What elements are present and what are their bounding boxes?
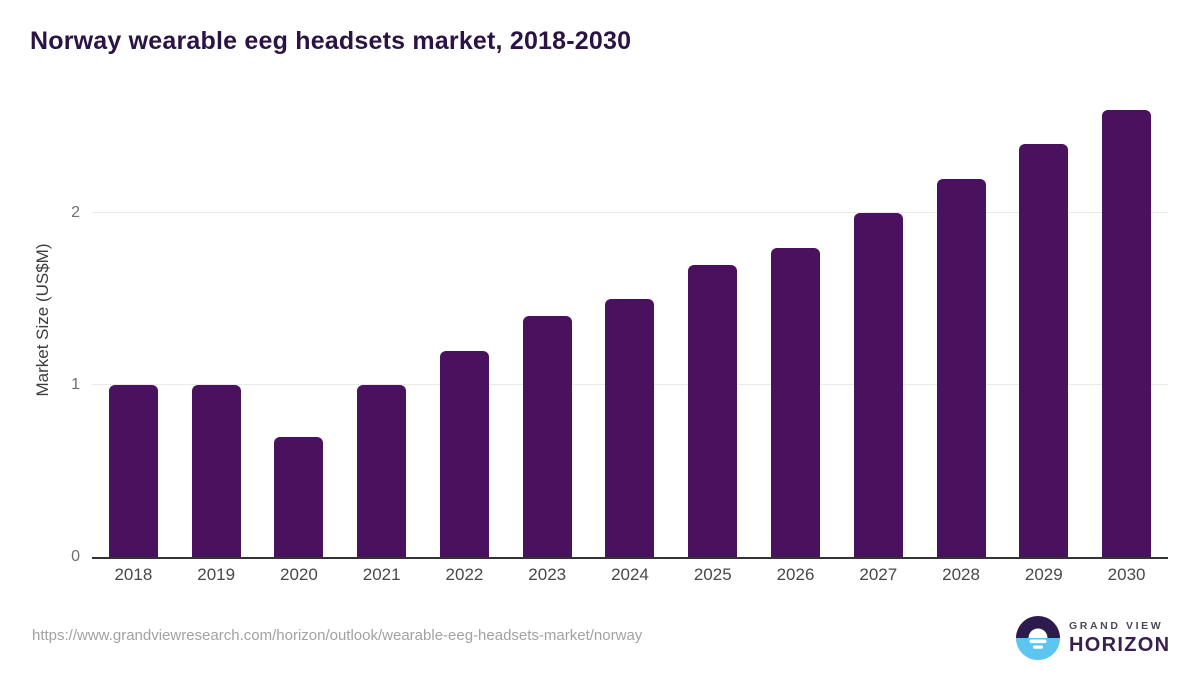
source-url: https://www.grandviewresearch.com/horizo…	[32, 627, 643, 644]
y-tick-label-0: 0	[71, 548, 80, 565]
x-label-2019: 2019	[197, 565, 236, 584]
bar-2023[interactable]	[522, 316, 572, 557]
bar-slot-2018	[92, 110, 175, 557]
bar-2021[interactable]	[357, 385, 407, 557]
bar-2028[interactable]	[936, 178, 986, 557]
bar-2030[interactable]	[1102, 110, 1152, 557]
bar-slot-2021	[340, 110, 423, 557]
horizon-sun-icon	[1016, 616, 1060, 660]
grand-view-horizon-logo: GRAND VIEW HORIZON	[1016, 616, 1170, 660]
x-label-2028: 2028	[942, 565, 980, 584]
bar-2018[interactable]	[108, 385, 158, 557]
y-tick-label-1: 1	[71, 376, 80, 394]
bar-slot-2020	[258, 110, 341, 557]
y-tick-label-2: 2	[71, 204, 80, 222]
chart-title: Norway wearable eeg headsets market, 201…	[30, 27, 632, 55]
bar-2025[interactable]	[688, 264, 738, 557]
bar-slot-2024	[589, 110, 672, 557]
x-label-2027: 2027	[859, 565, 898, 584]
logo-text: GRAND VIEW HORIZON	[1069, 620, 1170, 657]
bar-slot-2029	[1002, 110, 1085, 557]
y-axis-title: Market Size (US$M)	[33, 243, 52, 397]
bar-2026[interactable]	[771, 247, 820, 557]
x-label-2021: 2021	[362, 565, 401, 584]
bar-2020[interactable]	[274, 436, 324, 557]
bar-slot-2027	[837, 110, 920, 557]
x-axis-labels: 2018 2019 2020 2021 2022 2023 2024 2025 2026 2027…	[92, 565, 1168, 585]
bar-2029[interactable]	[1019, 144, 1069, 557]
bar-slot-2025	[671, 110, 754, 557]
x-label-2018: 2018	[114, 565, 153, 584]
bar-2024[interactable]	[605, 299, 655, 557]
x-label-2025: 2025	[693, 565, 732, 584]
bar-2027[interactable]	[853, 213, 903, 557]
x-label-2020: 2020	[280, 565, 318, 584]
bar-slot-2023	[506, 110, 589, 557]
bar-slot-2026	[754, 110, 837, 557]
x-label-2022: 2022	[445, 565, 484, 584]
bar-slot-2030	[1085, 110, 1168, 557]
logo-product-name: HORIZON	[1069, 633, 1171, 656]
bar-slot-2019	[175, 110, 258, 557]
x-label-2023: 2023	[528, 565, 567, 584]
bar-slot-2022	[423, 110, 506, 557]
grid-line-2	[92, 212, 1168, 214]
bar-2022[interactable]	[439, 350, 489, 557]
logo-brand-name: GRAND VIEW	[1069, 619, 1164, 632]
bar-2019[interactable]	[191, 385, 241, 557]
bar-slot-2028	[920, 110, 1003, 557]
bars-container	[92, 110, 1168, 557]
x-label-2030: 2030	[1107, 565, 1146, 584]
x-label-2029: 2029	[1024, 565, 1063, 584]
x-label-2024: 2024	[611, 565, 649, 584]
plot-area: 0 1 2	[71, 110, 1168, 565]
x-label-2026: 2026	[776, 565, 815, 584]
